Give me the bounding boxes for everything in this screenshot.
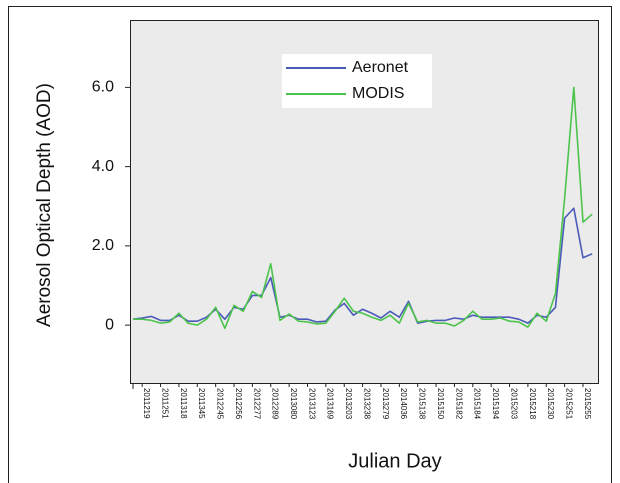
y-axis-label: Aerosol Optical Depth (AOD) <box>34 83 55 327</box>
x-tick-label: 2014036 <box>399 388 408 420</box>
x-tick-label: 2011318 <box>179 388 188 419</box>
series-line <box>133 86 593 330</box>
x-tick-label: 2015184 <box>473 388 482 420</box>
x-tick-label: 2015255 <box>583 388 592 420</box>
x-tick-label: 2013279 <box>381 388 390 420</box>
x-tick-label: 2012277 <box>252 388 261 420</box>
x-tick-label: 2015194 <box>491 388 500 420</box>
y-tick-label: 4.0 <box>92 158 114 175</box>
x-tick-label: 2013080 <box>289 388 298 420</box>
x-tick-label: 2015230 <box>546 388 555 420</box>
x-tick-label: 2013203 <box>344 388 353 420</box>
y-tick-label: 0 <box>105 316 114 333</box>
y-tick-label: 2.0 <box>92 237 114 254</box>
legend-label: Aeronet <box>352 59 409 76</box>
x-tick-label: 2013123 <box>307 388 316 420</box>
x-tick-label: 2015251 <box>565 388 574 420</box>
x-tick-label: 2015138 <box>418 388 427 420</box>
x-tick-label: 2015182 <box>454 388 463 420</box>
x-tick-label: 2015150 <box>436 388 445 420</box>
x-tick-label: 2015218 <box>528 388 537 420</box>
legend-label: MODIS <box>352 85 404 102</box>
x-tick-label: 2011219 <box>142 388 151 419</box>
legend-box <box>282 54 432 108</box>
x-tick-label: 2012289 <box>271 388 280 420</box>
x-tick-label: 2015203 <box>509 388 518 420</box>
x-tick-label: 2011345 <box>197 388 206 419</box>
y-tick-label: 6.0 <box>92 79 114 96</box>
x-tick-label: 2012245 <box>216 388 225 420</box>
x-axis-label: Julian Day <box>348 450 441 472</box>
x-tick-label: 2013169 <box>326 388 335 420</box>
x-tick-label: 2011251 <box>160 388 169 419</box>
x-tick-label: 2012256 <box>234 388 243 420</box>
x-tick-label: 2013238 <box>362 388 371 420</box>
